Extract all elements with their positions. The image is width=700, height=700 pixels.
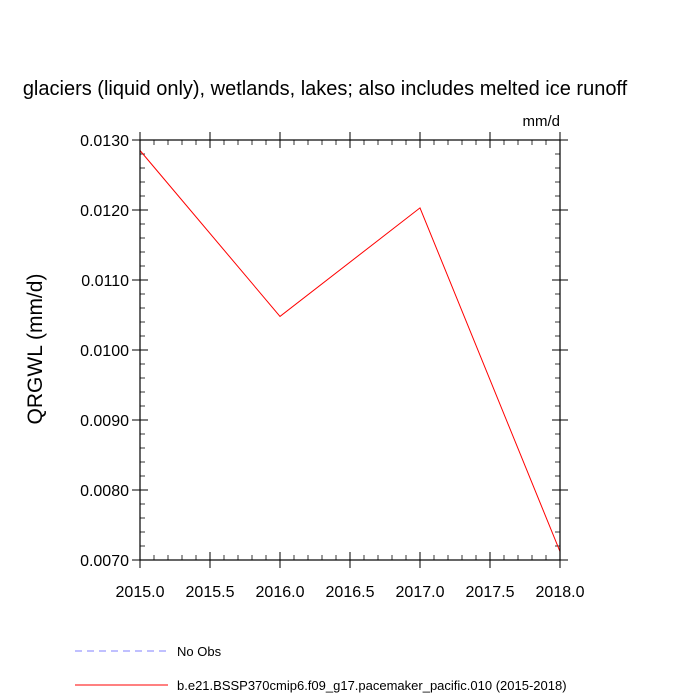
x-tick-label: 2017.5: [466, 584, 515, 601]
legend-label: No Obs: [177, 644, 222, 659]
y-tick-label: 0.0110: [81, 273, 129, 290]
legend-label: b.e21.BSSP370cmip6.f09_g17.pacemaker_pac…: [177, 678, 567, 693]
units-label: mm/d: [523, 113, 561, 130]
chart-title: glaciers (liquid only), wetlands, lakes;…: [23, 78, 628, 100]
x-tick-label: 2016.0: [256, 584, 305, 601]
y-axis-label: QRGWL (mm/d): [24, 274, 47, 425]
y-tick-label: 0.0090: [80, 413, 129, 430]
x-tick-labels: 2015.0 2015.5 2016.0 2016.5 2017.0 2017.5 2018…: [116, 584, 585, 601]
series-line: [139, 150, 561, 552]
x-tick-label: 2015.0: [116, 584, 165, 601]
series-layer: [139, 150, 561, 552]
x-tick-label: 2018.0: [536, 584, 585, 601]
y-tick-label: 0.0120: [80, 203, 129, 220]
y-tick-label: 0.0100: [80, 343, 129, 360]
x-tick-label: 2017.0: [396, 584, 445, 601]
y-tick-labels: 0.0070 0.0080 0.0090 0.0100 0.0110 0.0120 0.01…: [80, 133, 129, 570]
y-tick-label: 0.0080: [80, 483, 129, 500]
x-tick-label: 2015.5: [186, 584, 235, 601]
x-tick-label: 2016.5: [326, 584, 375, 601]
major-ticks: [132, 132, 568, 568]
plot-frame: [139, 139, 561, 561]
legend: No Obs b.e21.BSSP370cmip6.f09_g17.pacemak…: [75, 644, 567, 693]
y-tick-label: 0.0070: [80, 553, 129, 570]
y-tick-label: 0.0130: [80, 133, 129, 150]
minor-ticks: [139, 139, 561, 561]
